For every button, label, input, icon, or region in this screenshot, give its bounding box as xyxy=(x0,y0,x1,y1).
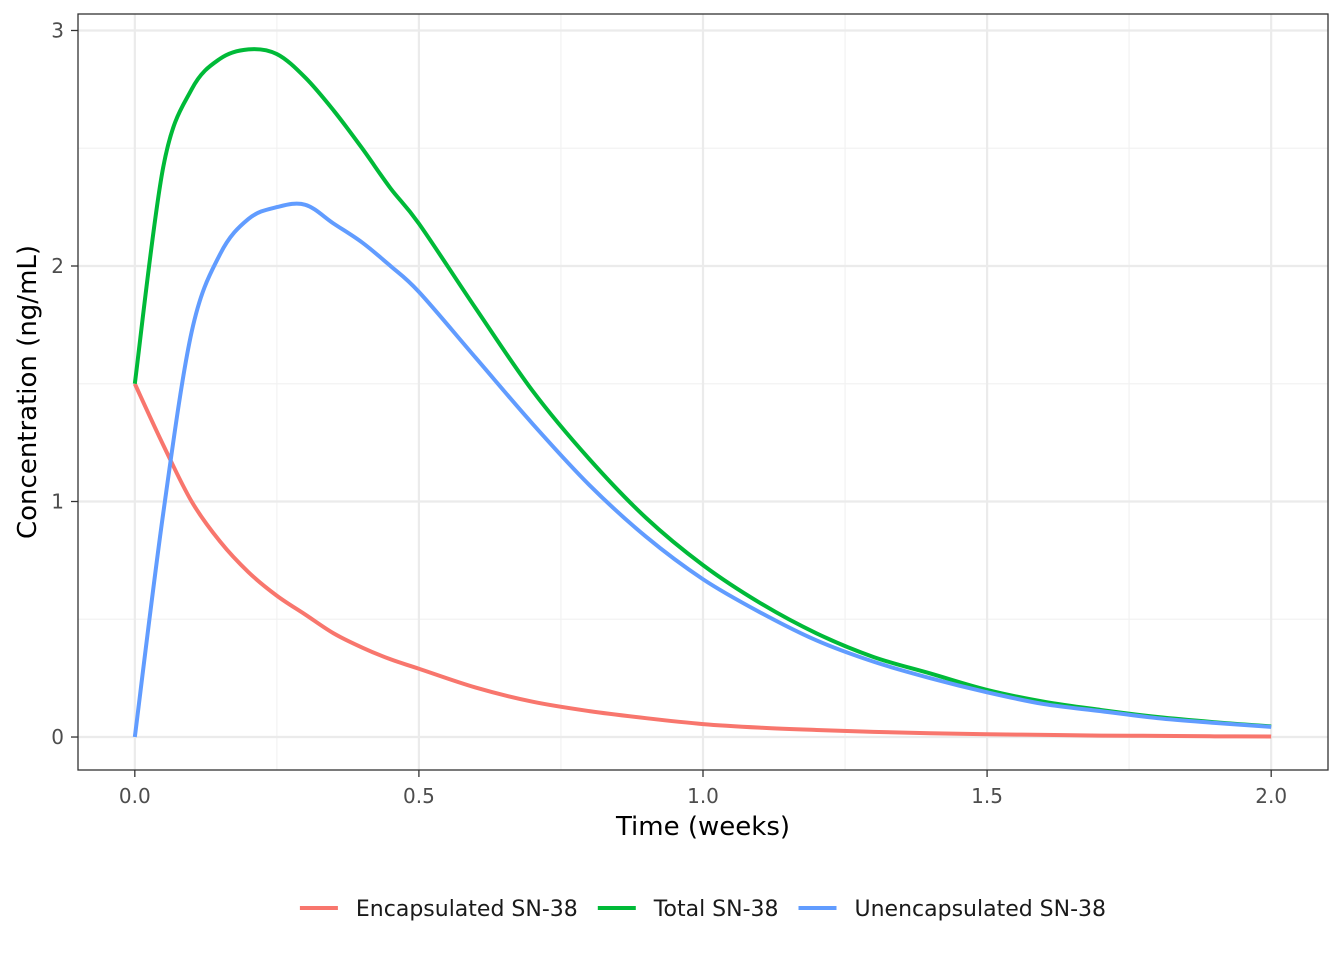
x-tick-label: 1.0 xyxy=(687,784,719,808)
y-tick-label: 0 xyxy=(51,725,64,749)
series-line-unencapsulated-sn-38 xyxy=(132,201,1272,738)
x-tick-label: 2.0 xyxy=(1255,784,1287,808)
legend-item-unencapsulated-sn-38: Unencapsulated SN-38 xyxy=(798,897,1107,922)
y-axis-title: Concentration (ng/mL) xyxy=(13,245,43,539)
x-tick-label: 0.0 xyxy=(119,784,151,808)
y-axis: 0 1 2 3 xyxy=(51,18,78,749)
legend-label: Encapsulated SN-38 xyxy=(356,897,578,922)
x-axis: 0.0 0.5 1.0 1.5 2.0 xyxy=(119,770,1287,808)
x-tick-label: 1.5 xyxy=(971,784,1003,808)
x-tick-label: 0.5 xyxy=(403,784,435,808)
y-tick-label: 2 xyxy=(51,254,64,278)
legend-label: Unencapsulated SN-38 xyxy=(855,897,1107,922)
x-axis-title: Time (weeks) xyxy=(615,812,790,842)
series-line-encapsulated-sn-38 xyxy=(133,382,1272,739)
legend-item-total-sn-38: Total SN-38 xyxy=(597,897,779,922)
y-tick-label: 1 xyxy=(51,490,64,514)
y-tick-label: 3 xyxy=(51,18,64,42)
series-line-total-sn-38 xyxy=(132,47,1272,729)
grid-major xyxy=(78,14,1328,770)
legend-label: Total SN-38 xyxy=(653,897,779,922)
legend-item-encapsulated-sn-38: Encapsulated SN-38 xyxy=(299,897,578,922)
legend: Encapsulated SN-38 Total SN-38 Unencapsula… xyxy=(299,897,1107,922)
series-lines xyxy=(132,47,1272,739)
